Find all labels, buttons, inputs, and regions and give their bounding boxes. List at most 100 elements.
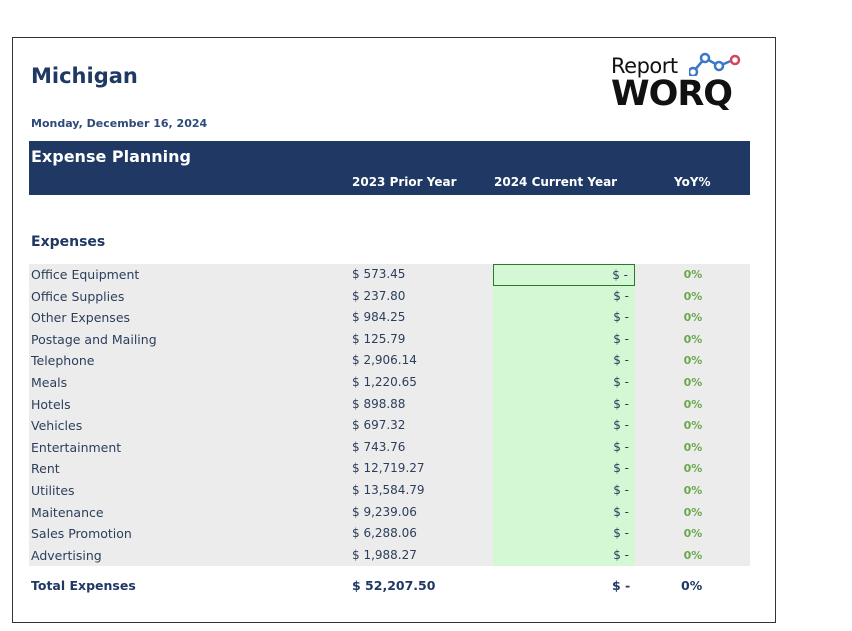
yoy-value: 0% — [683, 332, 703, 346]
yoy-value: 0% — [683, 462, 703, 476]
prior-year-value[interactable]: $ 2,906.14 — [352, 353, 417, 368]
current-year-input[interactable]: $ - — [493, 523, 635, 545]
expense-name[interactable]: Vehicles — [31, 418, 83, 434]
expense-name[interactable]: Sales Promotion — [31, 526, 132, 542]
total-row: Total Expenses $ 52,207.50 $ - 0% — [29, 575, 750, 599]
column-header-current: 2024 Current Year — [494, 175, 618, 189]
current-year-value: $ - — [613, 482, 629, 497]
prior-year-value[interactable]: $ 697.32 — [352, 418, 406, 433]
total-label: Total Expenses — [31, 578, 136, 593]
current-year-input[interactable]: $ - — [493, 350, 635, 372]
current-year-input[interactable]: $ - — [493, 544, 635, 567]
expense-name[interactable]: Rent — [31, 461, 60, 477]
report-title: Michigan — [31, 64, 138, 88]
current-year-value: $ - — [613, 461, 629, 476]
total-prior: $ 52,207.50 — [352, 578, 436, 593]
current-year-value: $ - — [613, 396, 629, 411]
table-row: Sales Promotion $ 6,288.06 $ - 0% — [29, 523, 750, 545]
expense-name[interactable]: Telephone — [31, 353, 95, 369]
reportworq-logo: Report WORQ — [611, 52, 746, 114]
expense-name[interactable]: Other Expenses — [31, 310, 131, 326]
current-year-value: $ - — [612, 268, 628, 282]
current-year-input[interactable]: $ - — [493, 371, 635, 394]
current-year-input[interactable]: $ - — [493, 415, 635, 437]
current-year-input[interactable]: $ - — [493, 285, 635, 308]
current-year-value: $ - — [613, 288, 629, 303]
logo-text-report: Report — [611, 54, 678, 78]
expense-name[interactable]: Entertainment — [31, 439, 122, 455]
current-year-value: $ - — [613, 310, 629, 325]
prior-year-value[interactable]: $ 1,988.27 — [352, 547, 417, 562]
yoy-value: 0% — [683, 289, 703, 303]
yoy-value: 0% — [683, 419, 703, 433]
current-year-input[interactable]: $ - — [493, 264, 635, 286]
logo-text-worq: WORQ — [611, 74, 733, 114]
prior-year-value[interactable]: $ 6,288.06 — [352, 526, 417, 541]
header-band: Expense Planning 2023 Prior Year 2024 Cu… — [29, 141, 750, 195]
current-year-input[interactable]: $ - — [493, 436, 635, 459]
current-year-input[interactable]: $ - — [493, 328, 635, 351]
table-row: Other Expenses $ 984.25 $ - 0% — [29, 307, 750, 329]
expense-name[interactable]: Postage and Mailing — [31, 331, 157, 347]
yoy-value: 0% — [683, 375, 703, 389]
table-row: Maitenance $ 9,239.06 $ - 0% — [29, 501, 750, 524]
yoy-value: 0% — [683, 505, 703, 519]
current-year-value: $ - — [613, 418, 629, 433]
yoy-value: 0% — [683, 483, 703, 497]
expense-name[interactable]: Maitenance — [31, 504, 104, 520]
current-year-input[interactable]: $ - — [493, 458, 635, 480]
report-date: Monday, December 16, 2024 — [31, 117, 208, 130]
total-current: $ - — [612, 578, 631, 593]
current-year-input[interactable]: $ - — [493, 393, 635, 416]
column-header-prior: 2023 Prior Year — [352, 175, 457, 189]
table-row: Rent $ 12,719.27 $ - 0% — [29, 458, 750, 480]
table-row: Meals $ 1,220.65 $ - 0% — [29, 371, 750, 394]
prior-year-value[interactable]: $ 12,719.27 — [352, 461, 425, 476]
expense-name[interactable]: Office Supplies — [31, 288, 125, 304]
prior-year-value[interactable]: $ 1,220.65 — [352, 374, 417, 389]
table-row: Vehicles $ 697.32 $ - 0% — [29, 415, 750, 437]
current-year-value: $ - — [613, 374, 629, 389]
prior-year-value[interactable]: $ 743.76 — [352, 439, 406, 454]
prior-year-value[interactable]: $ 898.88 — [352, 396, 406, 411]
yoy-value: 0% — [683, 527, 703, 541]
prior-year-value[interactable]: $ 9,239.06 — [352, 504, 417, 519]
expense-name[interactable]: Hotels — [31, 396, 71, 412]
current-year-value: $ - — [613, 439, 629, 454]
prior-year-value[interactable]: $ 237.80 — [352, 288, 406, 303]
column-header-yoy: YoY% — [674, 175, 711, 189]
prior-year-value[interactable]: $ 13,584.79 — [352, 482, 425, 497]
table-row: Telephone $ 2,906.14 $ - 0% — [29, 350, 750, 372]
current-year-input[interactable]: $ - — [493, 501, 635, 524]
table-row: Utilites $ 13,584.79 $ - 0% — [29, 479, 750, 502]
expense-table: Office Equipment $ 573.45 $ -0% Office Supp… — [29, 264, 750, 567]
prior-year-value[interactable]: $ 984.25 — [352, 310, 406, 325]
current-year-value: $ - — [613, 526, 629, 541]
yoy-value: 0% — [683, 354, 703, 368]
current-year-value: $ - — [613, 504, 629, 519]
report-sheet: Michigan Monday, December 16, 2024 Repor… — [12, 37, 776, 623]
table-row: Advertising $ 1,988.27 $ - 0% — [29, 544, 750, 567]
band-title: Expense Planning — [31, 147, 192, 166]
current-year-value: $ - — [613, 331, 629, 346]
table-row: Postage and Mailing $ 125.79 $ - 0% — [29, 328, 750, 351]
current-year-value: $ - — [613, 547, 629, 562]
section-title: Expenses — [31, 234, 106, 250]
yoy-value: 0% — [683, 440, 703, 454]
table-row: Office Equipment $ 573.45 $ - 0% — [29, 264, 750, 286]
expense-name[interactable]: Meals — [31, 374, 68, 390]
current-year-input[interactable]: $ - — [493, 479, 635, 502]
yoy-value: 0% — [683, 311, 703, 325]
expense-name[interactable]: Office Equipment — [31, 267, 140, 282]
expense-name[interactable]: Advertising — [31, 547, 102, 563]
prior-year-value[interactable]: $ 573.45 — [352, 267, 406, 281]
yoy-value: 0% — [683, 397, 703, 411]
prior-year-value[interactable]: $ 125.79 — [352, 331, 406, 346]
expense-name[interactable]: Utilites — [31, 482, 75, 498]
table-row: Entertainment $ 743.76 $ - 0% — [29, 436, 750, 459]
yoy-value: 0% — [683, 548, 703, 562]
table-row: Office Supplies $ 237.80 $ - 0% — [29, 285, 750, 308]
current-year-input[interactable]: $ - — [493, 307, 635, 329]
logo-nodes-icon — [689, 52, 741, 76]
total-yoy: 0% — [681, 578, 703, 593]
